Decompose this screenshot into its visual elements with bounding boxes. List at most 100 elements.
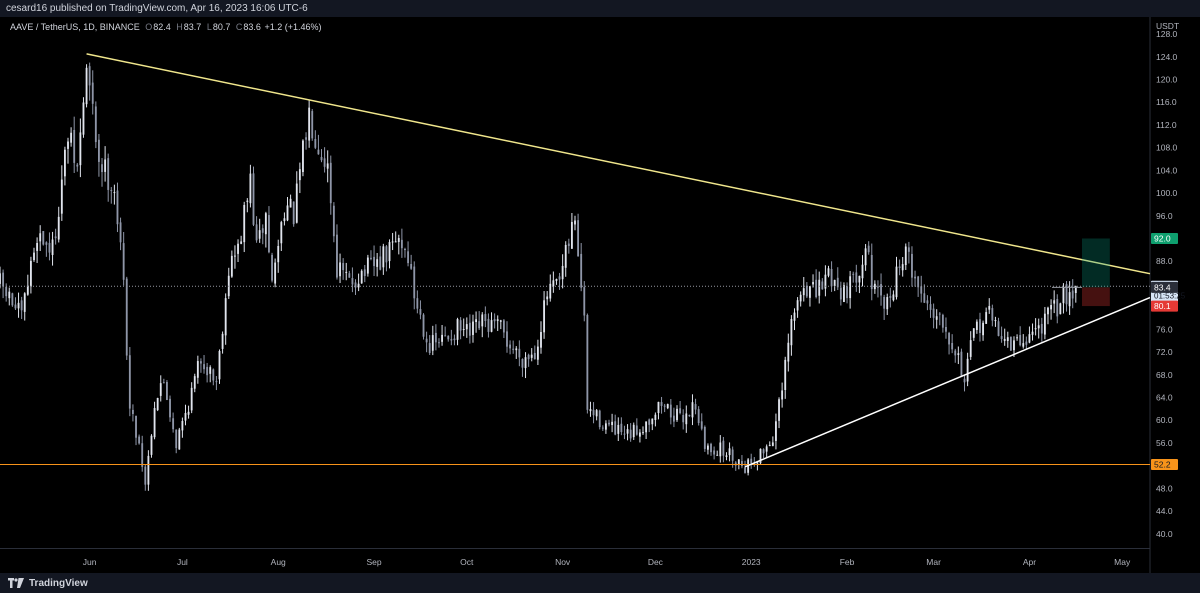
candle-body bbox=[404, 248, 406, 251]
candle bbox=[107, 153, 110, 202]
candle bbox=[524, 352, 527, 379]
candle-body bbox=[363, 269, 366, 276]
candle-body bbox=[611, 421, 614, 426]
candle bbox=[577, 213, 580, 257]
candle bbox=[911, 246, 913, 287]
candle bbox=[710, 442, 712, 456]
candle-body bbox=[926, 300, 929, 304]
candle bbox=[941, 313, 944, 333]
candle-body bbox=[311, 111, 314, 139]
candle-body bbox=[345, 271, 348, 273]
candle-body bbox=[895, 266, 898, 298]
lower-support-trendline bbox=[744, 296, 1151, 468]
candle bbox=[1068, 281, 1071, 315]
candle bbox=[240, 235, 243, 245]
candle bbox=[336, 224, 338, 280]
candle bbox=[162, 378, 165, 384]
candle bbox=[635, 418, 638, 436]
candle-body bbox=[76, 164, 79, 167]
candle bbox=[734, 461, 737, 471]
candle-body bbox=[679, 408, 682, 414]
candle-body bbox=[799, 294, 802, 302]
candle bbox=[147, 450, 150, 491]
candle-body bbox=[397, 238, 400, 242]
time-tick-label: Apr bbox=[1023, 557, 1036, 567]
candle-body bbox=[147, 455, 150, 485]
candle-body bbox=[892, 294, 895, 301]
candle bbox=[249, 164, 252, 208]
candle bbox=[320, 149, 323, 163]
candle bbox=[901, 256, 904, 277]
candle bbox=[1047, 306, 1049, 325]
candle bbox=[611, 413, 614, 433]
candle-body bbox=[589, 409, 592, 412]
candle-body bbox=[246, 200, 249, 202]
candle-body bbox=[73, 129, 76, 163]
candle-body bbox=[954, 350, 957, 356]
candle bbox=[570, 213, 573, 249]
candle-body bbox=[524, 357, 527, 369]
candle-body bbox=[360, 270, 363, 284]
candle-body bbox=[697, 409, 700, 424]
candle bbox=[187, 405, 190, 419]
candle bbox=[1019, 326, 1022, 347]
candle-body bbox=[336, 234, 338, 278]
candle-body bbox=[1009, 336, 1012, 351]
candle bbox=[1009, 336, 1012, 351]
candle bbox=[552, 271, 555, 293]
candle-body bbox=[982, 322, 984, 336]
candle bbox=[268, 206, 270, 254]
candle-body bbox=[14, 304, 17, 309]
candle bbox=[679, 401, 682, 415]
candle-body bbox=[886, 297, 889, 310]
candle bbox=[880, 273, 882, 306]
candle-body bbox=[849, 276, 852, 299]
candle-body bbox=[632, 424, 635, 438]
candle-body bbox=[592, 409, 595, 416]
candle-body bbox=[1071, 290, 1074, 299]
candle-body bbox=[512, 348, 515, 350]
price-tick-label: 40.0 bbox=[1156, 529, 1173, 539]
candle bbox=[169, 395, 171, 422]
time-tick-label: Jul bbox=[177, 557, 188, 567]
candle bbox=[354, 279, 357, 295]
candle-body bbox=[1013, 340, 1015, 351]
time-tick-label: Jun bbox=[83, 557, 97, 567]
entry-price-text: 83.4 bbox=[1154, 282, 1171, 292]
candle bbox=[200, 358, 202, 373]
candle-body bbox=[620, 423, 623, 433]
candle-body bbox=[889, 296, 892, 298]
candle bbox=[809, 285, 811, 307]
candle-body bbox=[716, 454, 719, 456]
candle-body bbox=[682, 415, 685, 423]
candle bbox=[261, 224, 264, 245]
candle-body bbox=[969, 340, 972, 357]
candle bbox=[904, 243, 907, 270]
candle-body bbox=[209, 367, 212, 374]
candle bbox=[873, 280, 876, 294]
candle-body bbox=[759, 448, 762, 464]
candle bbox=[932, 303, 935, 329]
candle bbox=[515, 346, 518, 359]
candle-body bbox=[963, 378, 966, 383]
candle bbox=[441, 325, 443, 346]
stop-price-text: 80.1 bbox=[1154, 301, 1171, 311]
candle bbox=[533, 345, 536, 360]
candle-body bbox=[128, 355, 131, 409]
candle bbox=[302, 139, 304, 177]
candle bbox=[243, 201, 246, 253]
candle bbox=[623, 425, 626, 440]
candle bbox=[663, 403, 666, 413]
candle-body bbox=[295, 183, 298, 223]
candle-body bbox=[1003, 338, 1006, 341]
tradingview-brand[interactable]: TradingView bbox=[8, 576, 88, 590]
candle-body bbox=[768, 444, 771, 446]
candle bbox=[750, 453, 753, 469]
candle-body bbox=[187, 411, 190, 415]
price-tick-label: 56.0 bbox=[1156, 438, 1173, 448]
candle bbox=[413, 261, 416, 310]
candle bbox=[1056, 294, 1059, 324]
candle-body bbox=[991, 308, 994, 321]
candle bbox=[79, 118, 82, 178]
